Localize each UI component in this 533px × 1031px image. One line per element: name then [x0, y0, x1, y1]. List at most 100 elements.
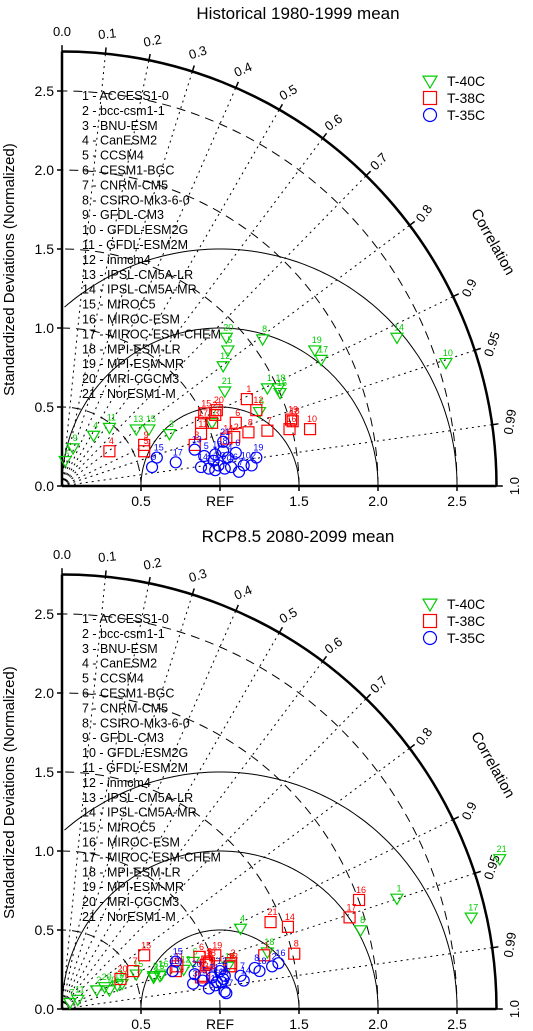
correlation-ray	[61, 138, 324, 487]
panel-title: Historical 1980-1999 mean	[196, 4, 399, 23]
triangle-marker	[492, 854, 507, 867]
point-label: 19	[219, 967, 229, 977]
point-label: 18	[256, 956, 266, 966]
point-label: 2	[65, 446, 70, 456]
point-label: 10	[106, 975, 116, 985]
correlation-ray	[61, 947, 493, 1010]
correlation-ray	[61, 610, 237, 1010]
data-point: 1	[260, 373, 275, 396]
point-label: 20	[117, 964, 127, 974]
data-point: 13	[220, 951, 235, 974]
model-list-item: 12 - inmcm4	[82, 776, 151, 790]
correlation-tick-label: 0.95	[481, 330, 503, 359]
point-label: 16	[228, 452, 238, 462]
correlation-ray	[61, 349, 475, 487]
point-label: 20	[214, 395, 224, 405]
point-label: 21	[212, 400, 222, 410]
data-point: 20	[219, 322, 234, 345]
correlation-ray	[61, 632, 280, 1010]
data-point: 18	[253, 956, 267, 978]
correlation-tick	[278, 626, 284, 634]
model-list-item: 7 - CNRM-CM5	[82, 701, 168, 715]
model-list-item: 7 - CNRM-CM5	[82, 178, 168, 192]
triangle-marker	[86, 430, 101, 443]
correlation-tick-label: 0.0	[53, 24, 71, 39]
data-point: 18	[260, 937, 275, 960]
rms-arc	[64, 771, 458, 1009]
y-tick-label: 2.0	[35, 162, 55, 178]
data-point: 20	[218, 454, 232, 475]
triangle-marker	[176, 964, 191, 977]
data-point: 17	[343, 902, 357, 924]
triangle-marker	[62, 997, 77, 1010]
circle-marker	[202, 982, 216, 995]
data-point: 1	[240, 384, 253, 406]
data-point: 2	[228, 422, 241, 444]
outer-arc	[61, 573, 498, 1010]
point-label: 15	[201, 398, 211, 408]
point-label: 18	[212, 439, 222, 449]
correlation-tick-label: 0.4	[232, 582, 255, 603]
square-marker	[194, 416, 208, 429]
y-tick-label: 1.0	[35, 320, 55, 336]
correlation-tick-label: 0.99	[501, 931, 519, 958]
square-marker	[103, 445, 116, 458]
point-label: 3	[193, 969, 198, 979]
square-marker	[303, 423, 317, 436]
x-tick-label: REF	[206, 493, 234, 509]
point-label: 11	[206, 973, 215, 983]
point-label: 12	[203, 950, 213, 960]
y-tick-label: 0.0	[35, 1001, 55, 1017]
data-point: 20	[114, 964, 127, 986]
data-point: 14	[194, 452, 208, 474]
point-label: 19	[212, 940, 222, 950]
model-list-item: 15 - MIROC5	[82, 298, 156, 312]
y-tick-label: 0.5	[35, 399, 55, 415]
correlation-tick-label: 0.4	[232, 59, 255, 80]
square-marker	[126, 964, 140, 978]
correlation-tick-label: 0.7	[367, 673, 390, 696]
model-list-item: 1 - ACCESS1-0	[82, 612, 169, 626]
point-label: 14	[241, 966, 251, 976]
model-list-item: 20 - MRI-CGCM3	[82, 372, 179, 386]
model-list-item: 13 - IPSL-CM5A-LR	[82, 791, 193, 805]
panel-rcp85: RCP8.5 2080-2099 mean 0.0 0.5 1.0 1.5 2.0 2.5…	[1, 527, 522, 1031]
data-point: 19	[215, 967, 229, 989]
std-arc	[61, 771, 300, 1010]
triangle-marker	[438, 357, 453, 370]
square-marker	[201, 955, 214, 968]
circle-marker	[422, 630, 438, 646]
correlation-tick-label: 0.99	[501, 408, 519, 435]
legend-label: T-38C	[447, 90, 485, 106]
point-label: 12	[253, 395, 263, 405]
square-marker	[229, 416, 242, 429]
square-marker	[352, 893, 366, 907]
data-point: 10	[237, 450, 251, 472]
model-list-item: 21 - NorESM1-M	[82, 387, 176, 401]
square-marker	[286, 415, 299, 428]
data-point: 9	[138, 430, 151, 452]
correlation-tick-label: 1.0	[507, 1000, 522, 1018]
model-list-item: 8 - CSIRO-Mk3-6-0	[82, 716, 190, 730]
model-list-item: 17 - MIROC-ESM-CHEM	[82, 327, 221, 341]
circle-marker	[206, 971, 219, 984]
data-point: 21	[217, 376, 232, 399]
point-label: 1	[396, 883, 401, 893]
square-marker	[138, 949, 151, 962]
point-label: 4	[109, 436, 114, 446]
correlation-ray	[61, 87, 237, 487]
y-tick-label: 1.0	[35, 843, 55, 859]
point-label: 17	[173, 447, 183, 457]
data-point: 13	[224, 951, 238, 973]
point-label: 2	[234, 422, 239, 432]
rms-arc	[61, 327, 379, 486]
point-label: 11	[107, 413, 116, 423]
model-list-item: 10 - GFDL-ESM2G	[82, 223, 188, 237]
circle-marker	[188, 443, 201, 456]
y-axis-label: Standardized Deviations (Normalized)	[1, 143, 18, 396]
triangle-marker	[307, 345, 322, 358]
data-point: 11	[102, 413, 117, 435]
triangle-marker	[233, 923, 248, 936]
